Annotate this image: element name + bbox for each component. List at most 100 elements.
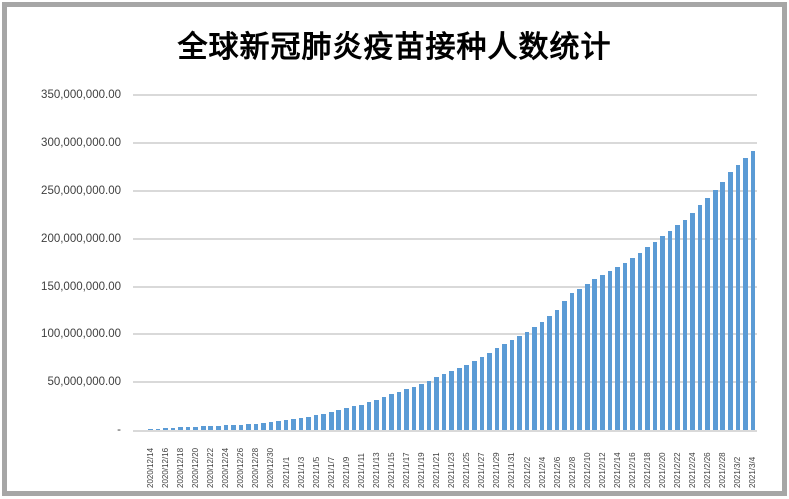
bar [547, 316, 552, 430]
bar [313, 415, 319, 430]
x-axis-tick-label: 2021/1/23 [447, 452, 457, 488]
x-axis-tick-label: 2021/1/17 [402, 452, 412, 488]
bar [750, 150, 756, 430]
bar [592, 279, 598, 430]
bar [697, 205, 703, 430]
bar [464, 364, 470, 430]
x-axis-tick-label: 2021/1/9 [341, 456, 351, 488]
bar [554, 309, 560, 430]
bar [532, 327, 537, 430]
x-axis-tick-label: 2021/1/21 [432, 452, 442, 488]
gridline [133, 94, 757, 97]
bar [193, 426, 198, 430]
bar [170, 427, 176, 430]
bar [675, 225, 680, 430]
bar [667, 230, 673, 430]
gridline [133, 237, 757, 240]
bar [155, 428, 161, 430]
bar [336, 409, 342, 430]
bar [705, 197, 710, 430]
bar [261, 422, 266, 430]
bar [231, 425, 236, 430]
x-axis-tick-label: 2021/3/4 [748, 456, 758, 488]
bar [223, 425, 229, 430]
bar [487, 352, 492, 430]
y-axis-tick-label: 350,000,000.00 [41, 89, 121, 102]
x-axis-tick-label: 2021/3/2 [733, 456, 743, 488]
x-axis-tick-label: 2020/12/18 [176, 447, 186, 488]
bar [178, 427, 183, 430]
bar [426, 380, 432, 430]
bar [291, 419, 296, 430]
bar [253, 423, 259, 430]
x-axis-tick-label: 2021/2/28 [718, 452, 728, 488]
x-axis-tick-label: 2020/12/22 [206, 447, 216, 488]
x-axis-tick-label: 2021/2/8 [567, 456, 577, 488]
x-axis-tick-label: 2020/12/30 [266, 447, 276, 488]
x-axis-tick-label: 2021/1/25 [462, 452, 472, 488]
y-axis-tick-label: 250,000,000.00 [41, 185, 121, 197]
x-axis-line [133, 430, 757, 432]
x-axis-tick-label: 2021/2/6 [552, 456, 562, 488]
bar [419, 384, 424, 430]
x-axis-tick-label: 2021/1/7 [326, 456, 336, 488]
bar [660, 235, 665, 430]
bar [569, 293, 575, 430]
bar [712, 190, 718, 430]
x-axis-tick-label: 2020/12/28 [251, 447, 261, 488]
bar [434, 377, 439, 430]
x-axis-tick-label: 2020/12/24 [221, 447, 231, 488]
gridline [133, 142, 757, 145]
bar [502, 343, 507, 430]
bar [328, 411, 334, 430]
bar [652, 241, 658, 430]
bar [359, 404, 364, 430]
bar [246, 424, 251, 430]
x-axis-tick-label: 2021/2/4 [537, 456, 547, 488]
x-axis-tick-label: 2021/1/29 [492, 452, 502, 488]
x-axis-tick-label: 2021/2/10 [582, 452, 592, 488]
x-axis-tick-label: 2021/2/14 [612, 452, 622, 488]
x-axis-tick-label: 2021/1/27 [477, 452, 487, 488]
bar [185, 427, 191, 430]
bar [562, 300, 567, 430]
bar [735, 165, 741, 430]
bar [607, 271, 613, 430]
y-axis-tick-label: - [117, 424, 121, 436]
x-axis-tick-label: 2021/2/2 [522, 456, 532, 488]
bar [517, 336, 522, 430]
bar [449, 370, 454, 430]
y-axis-tick-label: 50,000,000.00 [47, 376, 121, 389]
bar [471, 360, 477, 430]
bar [396, 391, 402, 430]
x-axis-tick-label: 2021/2/26 [703, 452, 713, 488]
x-axis-tick-label: 2021/1/15 [386, 452, 396, 488]
bar [411, 386, 417, 430]
bar [577, 288, 582, 430]
bar [645, 247, 650, 430]
bar [298, 418, 304, 430]
bar [615, 267, 620, 430]
bar [622, 263, 628, 430]
bar [600, 275, 605, 430]
x-axis-tick-label: 2020/12/26 [236, 447, 246, 488]
x-axis-tick-label: 2021/1/31 [507, 452, 517, 488]
bar [276, 420, 281, 430]
x-axis-tick-label: 2021/1/1 [281, 456, 291, 488]
bar [351, 406, 357, 430]
bar [215, 425, 221, 430]
x-axis-tick-label: 2021/1/19 [417, 452, 427, 488]
y-axis-tick-label: 300,000,000.00 [41, 137, 121, 150]
x-axis-tick-label: 2021/2/20 [658, 452, 668, 488]
x-axis-tick-label: 2021/1/13 [371, 452, 381, 488]
bar [366, 402, 372, 430]
bar [539, 321, 545, 430]
bar [509, 340, 515, 430]
x-axis-tick-label: 2021/1/11 [356, 453, 366, 488]
bar [690, 212, 695, 430]
gridline [133, 285, 757, 288]
bar [163, 428, 168, 430]
bar [238, 424, 244, 430]
bar [404, 389, 409, 430]
bar [389, 394, 394, 430]
